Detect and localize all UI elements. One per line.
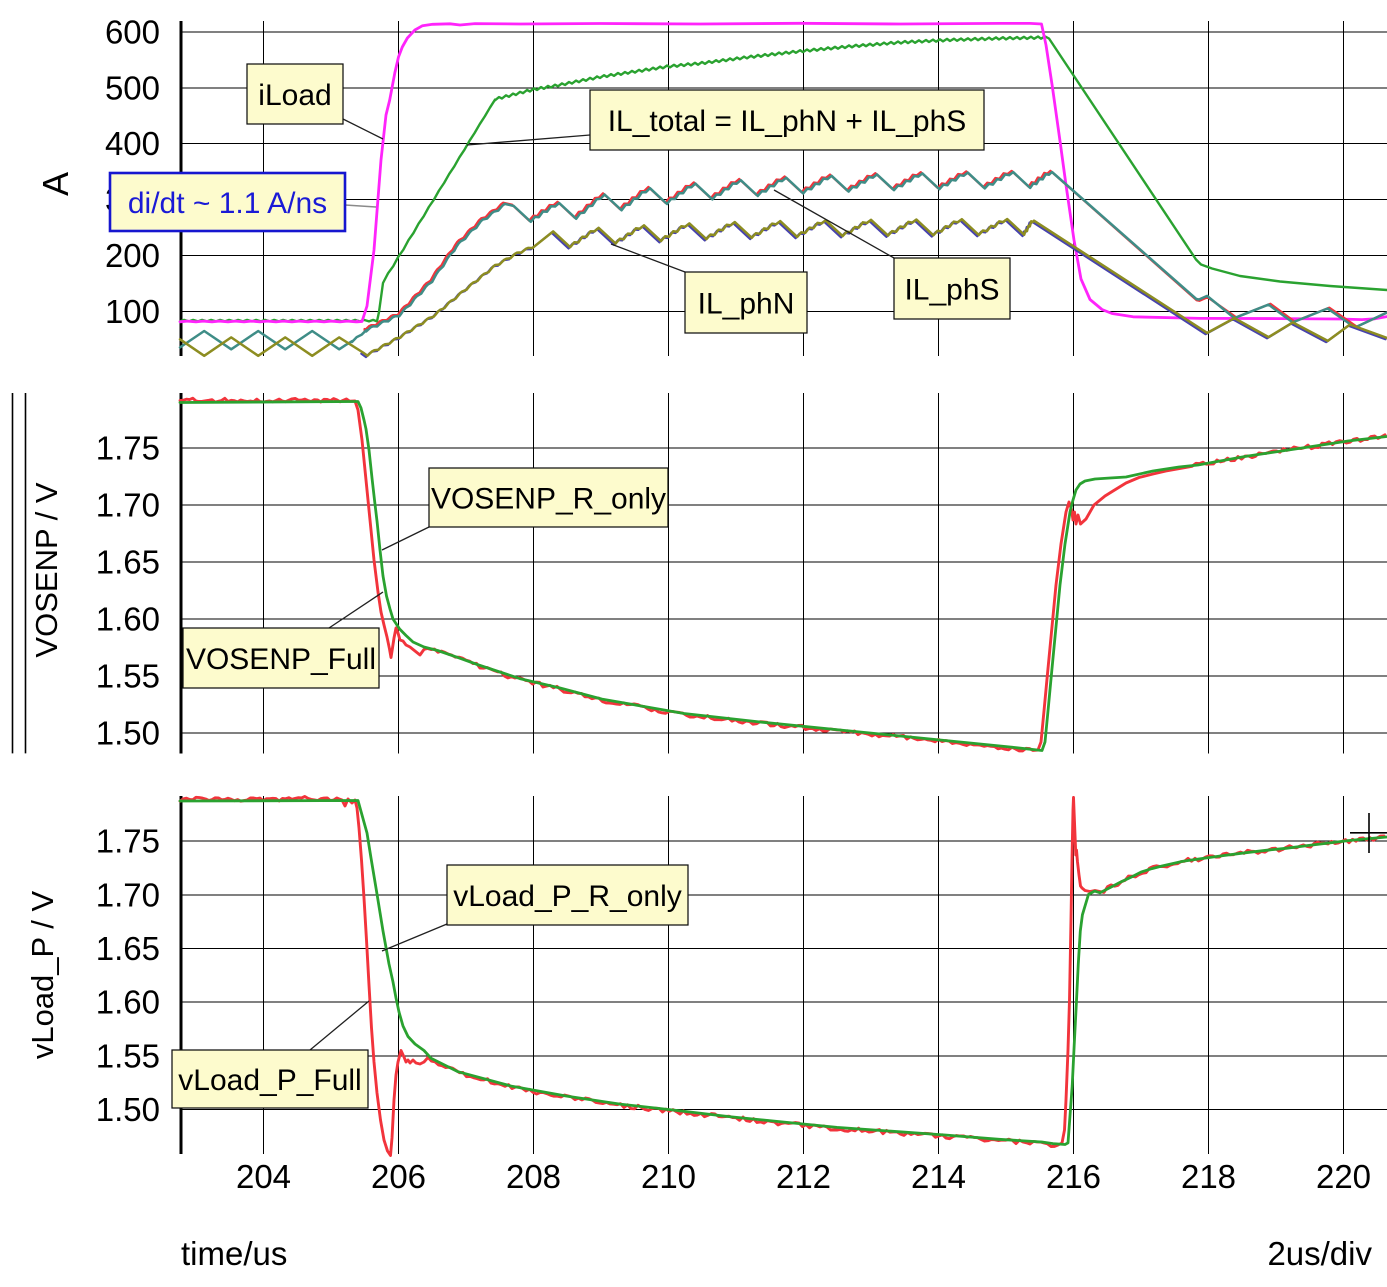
svg-text:1.70: 1.70 — [96, 876, 160, 913]
svg-text:208: 208 — [506, 1158, 561, 1195]
svg-text:1.55: 1.55 — [96, 1037, 160, 1074]
svg-text:1.75: 1.75 — [96, 823, 160, 860]
svg-text:iLoad: iLoad — [258, 79, 331, 112]
svg-text:vLoad_P / V: vLoad_P / V — [25, 891, 60, 1060]
svg-text:204: 204 — [236, 1158, 291, 1195]
svg-text:vLoad_P_Full: vLoad_P_Full — [178, 1064, 361, 1097]
svg-text:212: 212 — [776, 1158, 831, 1195]
svg-text:IL_total = IL_phN + IL_phS: IL_total = IL_phN + IL_phS — [608, 105, 967, 138]
svg-text:A: A — [35, 172, 76, 196]
svg-text:216: 216 — [1046, 1158, 1101, 1195]
svg-text:di/dt ~ 1.1 A/ns: di/dt ~ 1.1 A/ns — [128, 187, 327, 220]
svg-text:218: 218 — [1181, 1158, 1236, 1195]
svg-text:1.75: 1.75 — [96, 430, 160, 467]
svg-text:100: 100 — [105, 293, 160, 330]
svg-text:210: 210 — [641, 1158, 696, 1195]
svg-text:600: 600 — [105, 13, 160, 50]
svg-text:1.50: 1.50 — [96, 714, 160, 751]
svg-text:200: 200 — [105, 237, 160, 274]
svg-text:1.60: 1.60 — [96, 984, 160, 1021]
svg-text:1.65: 1.65 — [96, 930, 160, 967]
svg-text:1.50: 1.50 — [96, 1091, 160, 1128]
svg-text:IL_phS: IL_phS — [904, 274, 999, 307]
svg-text:2us/div: 2us/div — [1267, 1235, 1372, 1272]
svg-text:400: 400 — [105, 125, 160, 162]
svg-text:206: 206 — [371, 1158, 426, 1195]
svg-text:VOSENP_Full: VOSENP_Full — [186, 643, 376, 676]
svg-text:214: 214 — [911, 1158, 966, 1195]
svg-text:VOSENP / V: VOSENP / V — [29, 482, 64, 657]
svg-text:1.60: 1.60 — [96, 600, 160, 637]
svg-text:1.55: 1.55 — [96, 657, 160, 694]
svg-text:IL_phN: IL_phN — [698, 288, 795, 321]
svg-text:1.70: 1.70 — [96, 486, 160, 523]
svg-text:vLoad_P_R_only: vLoad_P_R_only — [453, 880, 682, 913]
svg-text:time/us: time/us — [181, 1235, 287, 1272]
svg-text:VOSENP_R_only: VOSENP_R_only — [431, 483, 666, 516]
svg-text:220: 220 — [1316, 1158, 1371, 1195]
svg-text:1.65: 1.65 — [96, 543, 160, 580]
svg-text:500: 500 — [105, 69, 160, 106]
